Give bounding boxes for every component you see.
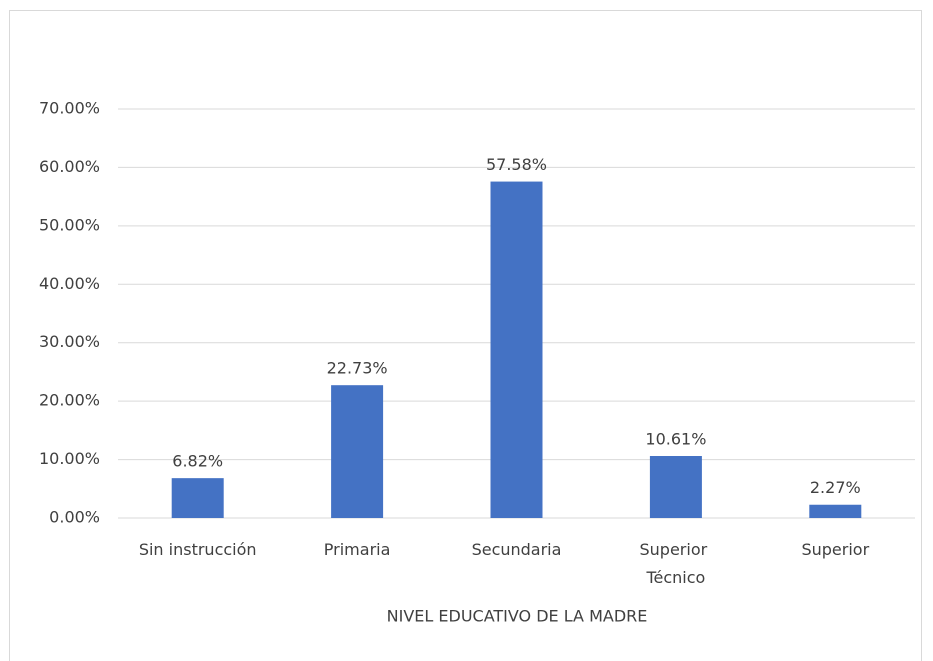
bar xyxy=(171,478,224,518)
y-tick-label: 60.00% xyxy=(39,157,100,176)
x-tick-label: Superior xyxy=(801,540,869,559)
y-tick-label: 20.00% xyxy=(39,391,100,410)
y-tick-label: 70.00% xyxy=(39,99,100,118)
x-tick-label: Superior Técnico xyxy=(640,540,713,587)
y-tick-label: 0.00% xyxy=(49,508,100,527)
data-label: 6.82% xyxy=(172,452,223,471)
bar xyxy=(649,456,702,518)
data-label: 10.61% xyxy=(645,430,706,449)
x-tick-label: Secundaria xyxy=(472,540,562,559)
data-label: 2.27% xyxy=(810,478,861,497)
bar xyxy=(490,181,543,518)
data-label: 22.73% xyxy=(327,359,388,378)
x-axis-title: NIVEL EDUCATIVO DE LA MADRE xyxy=(387,607,648,626)
y-tick-label: 50.00% xyxy=(39,215,100,234)
bar xyxy=(331,385,384,518)
y-tick-label: 30.00% xyxy=(39,332,100,351)
x-tick-label: Sin instrucción xyxy=(139,540,257,559)
y-tick-label: 10.00% xyxy=(39,449,100,468)
x-tick-label: Primaria xyxy=(324,540,391,559)
chart-frame xyxy=(9,10,922,661)
data-label: 57.58% xyxy=(486,155,547,174)
y-tick-label: 40.00% xyxy=(39,274,100,293)
bar xyxy=(809,504,862,518)
